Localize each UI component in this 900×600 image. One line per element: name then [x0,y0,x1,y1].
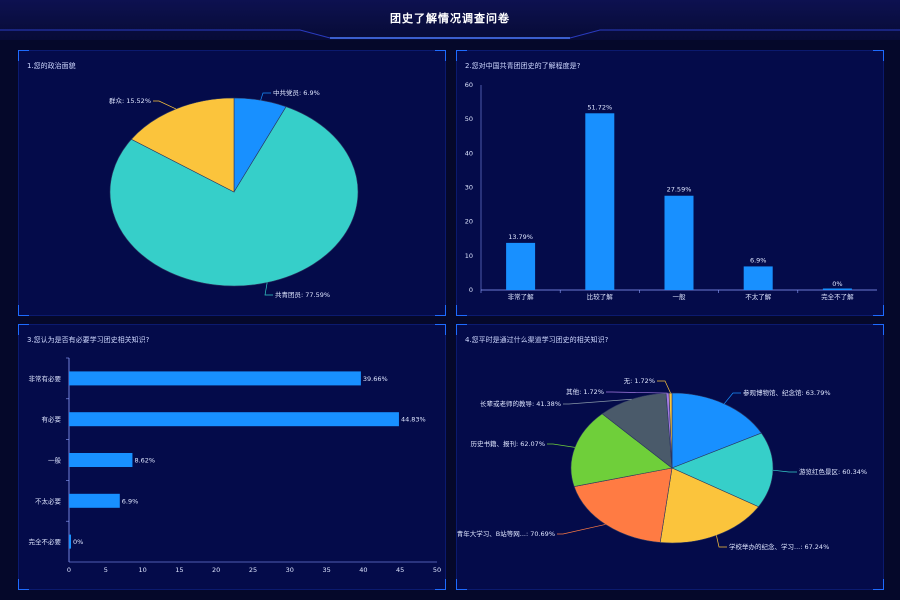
bar-value-label: 44.83% [401,416,426,424]
political-label-1: 共青团员: 77.59% [264,282,330,299]
bar-1 [585,113,615,290]
x-tick-label: 40 [359,566,367,574]
bar-0 [506,242,536,290]
panel-learning-channels: 4.您平时是通过什么渠道学习团史的相关知识? 参观博物馆、纪念馆: 63.79%… [456,324,884,590]
bar-value-label: 8.62% [134,457,155,465]
x-tick-label: 不太了解 [745,292,772,301]
svg-text:共青团员: 77.59%: 共青团员: 77.59% [275,290,330,299]
bar-2 [69,453,133,467]
header-decoration [0,29,900,39]
svg-text:青年大学习、B站等网...: 70.69%: 青年大学习、B站等网...: 70.69% [457,529,555,538]
bar-4 [822,288,852,290]
bar-value-label: 13.79% [508,233,533,241]
x-tick-label: 45 [396,566,404,574]
page-header: 团史了解情况调查问卷 [0,0,900,40]
y-tick-label: 30 [465,184,473,192]
y-tick-label: 60 [465,81,473,89]
channels-label-3: 青年大学习、B站等网...: 70.69% [457,524,606,538]
svg-text:历史书籍、报刊: 62.07%: 历史书籍、报刊: 62.07% [470,439,545,448]
chart-title: 2.您对中国共青团团史的了解程度是? [465,62,581,70]
y-tick-label: 20 [465,218,473,226]
y-tick-label: 0 [469,286,473,294]
y-tick-label: 一般 [48,456,62,465]
bar-value-label: 6.9% [750,256,767,264]
channels-label-7: 无: 1.72% [624,377,671,394]
bar-1 [69,412,399,427]
x-tick-label: 30 [286,566,294,574]
x-tick-label: 25 [249,566,257,574]
chart-title: 4.您平时是通过什么渠道学习团史的相关知识? [465,336,609,344]
channels-label-5: 长辈或老师的教导: 41.38% [480,398,632,408]
political-label-0: 中共党员: 6.9% [260,88,320,101]
political-slice-1 [109,106,359,287]
chart-title: 3.您认为是否有必要学习团史相关知识? [27,336,150,344]
svg-text:其他: 1.72%: 其他: 1.72% [566,387,604,396]
bar-3 [743,266,773,290]
y-tick-label: 非常有必要 [29,374,62,383]
channels-label-0: 参观博物馆、纪念馆: 63.79% [723,388,831,405]
x-tick-label: 0 [67,566,71,574]
svg-text:长辈或老师的教导: 41.38%: 长辈或老师的教导: 41.38% [480,399,561,408]
svg-text:中共党员: 6.9%: 中共党员: 6.9% [273,88,320,97]
svg-text:无: 1.72%: 无: 1.72% [624,377,655,385]
x-tick-label: 比较了解 [587,292,614,301]
bar-value-label: 0% [832,280,842,288]
chart-title: 1.您的政治面貌 [27,62,76,70]
x-tick-label: 10 [138,566,146,574]
necessity-bar-chart: 0 5 10 15 20 25 30 35 40 45 50 39.66% 非常有必要 44.83% 有必要… [29,357,441,574]
x-tick-label: 5 [104,566,108,574]
y-tick-label: 40 [465,149,473,157]
x-tick-label: 15 [175,566,183,574]
y-tick-label: 不太必要 [35,496,62,505]
x-tick-label: 20 [212,566,220,574]
page-title: 团史了解情况调查问卷 [390,12,510,25]
understanding-bar-chart: 0 10 20 30 40 50 60 13.79% 非常了解 51.72% 比较了解 27.59% 一… [465,81,877,301]
bar-value-label: 6.9% [122,497,139,505]
x-tick-label: 50 [433,566,441,574]
panel-political-status: 1.您的政治面貌 中共党员: 6.9% 共青团员: 77.59% 群众: 15.52… [18,50,446,316]
y-tick-label: 50 [465,115,473,123]
channels-slice-1 [671,432,774,508]
channels-label-2: 学校举办的纪念、学习...: 67.24% [716,535,829,551]
channels-slice-4 [570,413,673,487]
bar-value-label: 51.72% [587,103,612,111]
y-tick-label: 有必要 [42,415,62,424]
svg-text:群众: 15.52%: 群众: 15.52% [109,96,151,105]
bar-2 [664,195,694,290]
channels-pie-chart: 参观博物馆、纪念馆: 63.79% 游览红色景区: 60.34% 学校举办的纪念、学… [457,377,867,551]
channels-slice-3 [573,467,673,543]
channels-label-4: 历史书籍、报刊: 62.07% [470,439,575,448]
channels-slice-7 [668,392,673,469]
channels-label-6: 其他: 1.72% [566,387,668,396]
political-label-2: 群众: 15.52% [109,96,177,110]
svg-text:学校举办的纪念、学习...: 67.24%: 学校举办的纪念、学习...: 67.24% [729,542,829,551]
political-status-pie-chart: 中共党员: 6.9% 共青团员: 77.59% 群众: 15.52% [109,88,359,299]
panel-understanding-level: 2.您对中国共青团团史的了解程度是? 0 10 20 30 40 50 60 13.79% 非常… [456,50,884,316]
x-tick-label: 非常了解 [508,292,534,301]
bar-3 [69,493,120,508]
x-tick-label: 一般 [673,292,687,301]
y-tick-label: 10 [465,252,473,260]
bar-value-label: 0% [73,538,83,546]
svg-text:参观博物馆、纪念馆: 63.79%: 参观博物馆、纪念馆: 63.79% [743,388,831,397]
x-tick-label: 完全不了解 [821,292,854,301]
bar-0 [69,371,361,386]
bar-4 [69,534,71,549]
bar-value-label: 39.66% [363,375,388,383]
bar-value-label: 27.59% [667,186,692,194]
svg-text:游览红色景区: 60.34%: 游览红色景区: 60.34% [799,467,867,476]
y-tick-label: 完全不必要 [29,537,62,546]
x-tick-label: 35 [322,566,330,574]
channels-label-1: 游览红色景区: 60.34% [772,467,867,476]
panel-necessity: 3.您认为是否有必要学习团史相关知识? 0 5 10 15 20 25 30 35 40 45 50… [18,324,446,590]
